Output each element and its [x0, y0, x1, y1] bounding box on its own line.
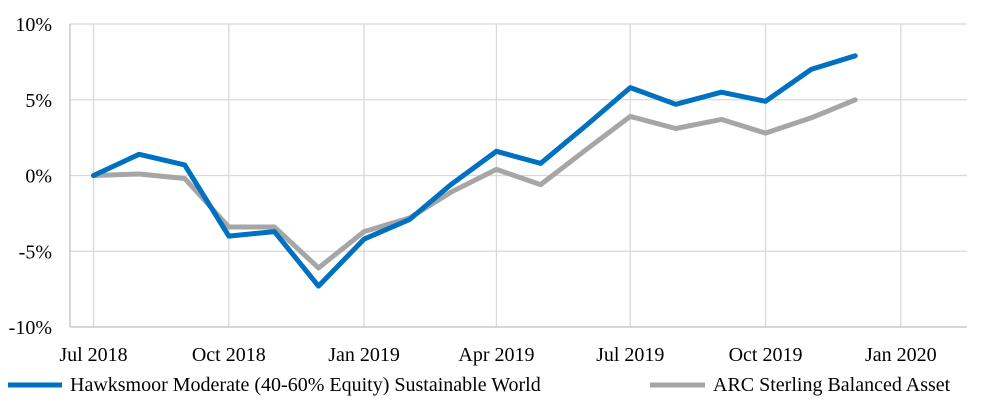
data-point	[494, 167, 499, 172]
data-point	[136, 171, 142, 177]
x-tick-label: Jan 2020	[865, 344, 937, 366]
y-tick-label: 5%	[25, 90, 52, 112]
y-tick-label: -10%	[9, 317, 52, 339]
series-lines	[91, 53, 858, 289]
y-tick-label: -5%	[19, 241, 52, 263]
data-point	[316, 283, 321, 289]
y-tick-label: 10%	[15, 14, 52, 36]
data-point	[272, 229, 277, 234]
data-point	[448, 182, 454, 187]
data-point	[628, 114, 633, 119]
data-point	[538, 161, 543, 166]
data-point	[673, 126, 679, 131]
legend: Hawksmoor Moderate (40-60% Equity) Susta…	[8, 374, 951, 396]
x-tick-label: Jul 2019	[596, 344, 664, 366]
y-tick-label: 0%	[25, 166, 52, 188]
data-point	[226, 233, 232, 239]
data-point	[361, 229, 367, 234]
data-point	[763, 130, 768, 136]
data-point	[361, 236, 367, 242]
data-point	[853, 97, 858, 102]
data-point	[407, 217, 412, 222]
x-tick-label: Apr 2019	[458, 344, 534, 366]
tick-labels: 10% 5% 0% -5% -10% Jul 2018 Oct 2018 Jan 2019 Ap…	[9, 14, 937, 366]
x-tick-label: Oct 2018	[192, 344, 266, 366]
data-point	[763, 99, 768, 104]
data-point	[538, 182, 543, 187]
data-point	[853, 53, 858, 59]
x-tick-label: Jul 2018	[59, 344, 127, 366]
data-point	[583, 123, 589, 128]
data-point	[136, 152, 142, 157]
axes	[69, 24, 967, 328]
data-point	[182, 176, 187, 181]
data-point	[494, 149, 499, 154]
series-line-1	[91, 97, 858, 271]
data-point	[719, 117, 724, 122]
data-point	[448, 189, 454, 195]
x-tick-label: Jan 2019	[328, 344, 400, 366]
data-point	[272, 224, 277, 230]
data-point	[91, 173, 96, 178]
series-line-0	[91, 53, 858, 289]
data-point	[808, 67, 814, 72]
data-point	[628, 85, 633, 90]
data-point	[673, 102, 679, 107]
data-point	[583, 147, 589, 152]
data-point	[719, 89, 724, 95]
legend-label: Hawksmoor Moderate (40-60% Equity) Susta…	[70, 374, 541, 396]
data-point	[182, 162, 187, 168]
legend-label: ARC Sterling Balanced Asset	[713, 374, 951, 396]
x-tick-label: Oct 2019	[729, 344, 803, 366]
data-point	[808, 115, 814, 121]
data-point	[226, 224, 232, 230]
data-point	[316, 265, 321, 271]
